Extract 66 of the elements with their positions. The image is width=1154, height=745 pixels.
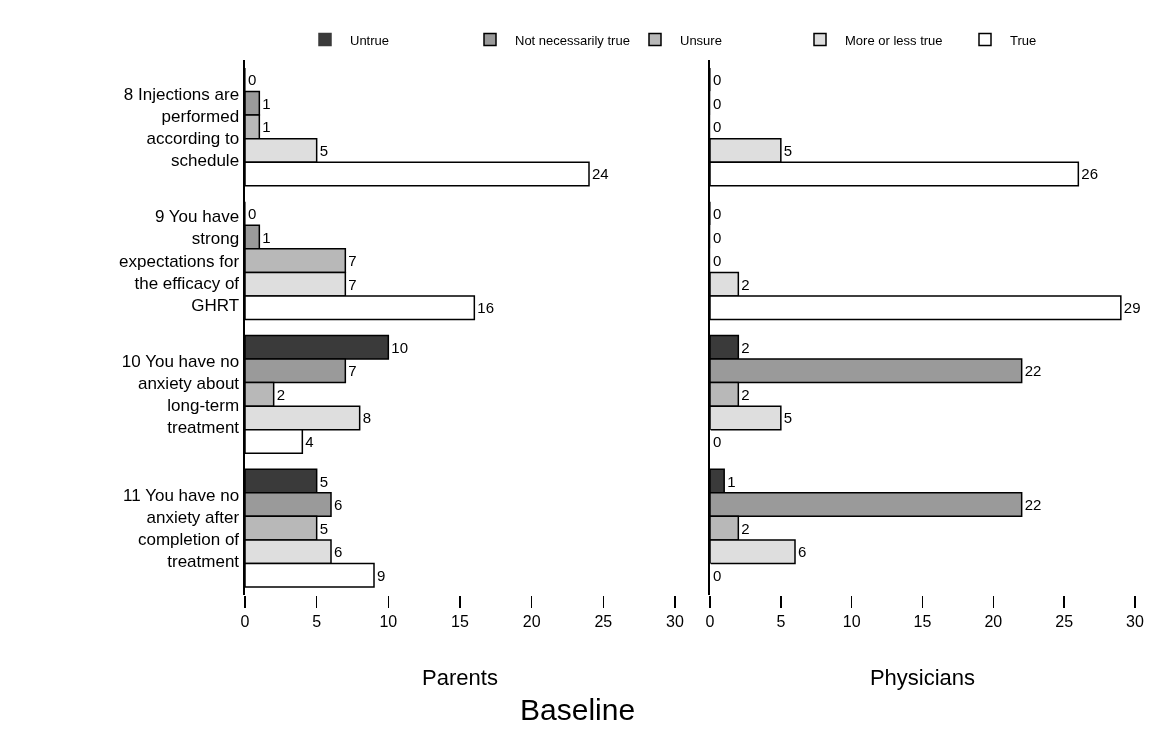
data-label: 5 xyxy=(783,141,793,159)
data-label: 7 xyxy=(348,275,357,293)
legend-label: More or less true xyxy=(845,32,943,48)
data-label: 24 xyxy=(592,165,609,183)
data-label: 10 xyxy=(391,338,409,356)
x-tick-label: 25 xyxy=(1055,613,1074,631)
y-tick-label: 10 You have no anxiety about long-term treatment xyxy=(121,352,240,438)
x-tick-label: 10 xyxy=(379,613,398,631)
x-tick-label: 25 xyxy=(594,613,613,631)
data-label: 5 xyxy=(319,141,329,159)
data-label: 0 xyxy=(248,71,257,89)
data-label: 16 xyxy=(477,299,495,317)
y-tick-label: 8 Injections are performed according to schedule xyxy=(123,84,240,170)
data-label: 2 xyxy=(276,385,286,403)
data-label: 0 xyxy=(713,94,722,112)
data-label: 0 xyxy=(713,71,722,89)
data-label: 7 xyxy=(348,252,357,270)
data-label: 2 xyxy=(741,385,750,403)
data-label: 0 xyxy=(248,205,257,223)
data-label: 5 xyxy=(319,472,329,490)
x-tick-label: 15 xyxy=(451,613,469,631)
data-label: 2 xyxy=(741,519,750,537)
x-tick-label: 20 xyxy=(522,613,541,631)
data-label: 2 xyxy=(741,338,750,356)
x-tick-label: 5 xyxy=(312,613,322,631)
data-label: 6 xyxy=(334,496,343,514)
x-axis-title: Parents xyxy=(422,665,498,691)
data-label: 1 xyxy=(262,94,271,112)
x-tick-label: 5 xyxy=(776,613,786,631)
data-label: 6 xyxy=(334,543,343,561)
data-label: 5 xyxy=(783,409,793,427)
x-tick-label: 15 xyxy=(913,613,932,631)
data-label: 6 xyxy=(798,543,807,561)
x-tick-label: 20 xyxy=(984,613,1003,631)
data-label: 0 xyxy=(713,228,722,246)
data-label: 4 xyxy=(305,432,314,450)
legend-label: Unsure xyxy=(680,32,722,48)
data-label: 1 xyxy=(262,118,271,136)
x-tick-label: 30 xyxy=(666,613,684,631)
legend-label: True xyxy=(1010,32,1037,48)
x-tick-label: 30 xyxy=(1126,613,1144,631)
data-label: 0 xyxy=(713,118,722,136)
data-label: 0 xyxy=(713,566,722,584)
data-label: 8 xyxy=(362,409,372,427)
data-label: 22 xyxy=(1024,496,1042,514)
data-label: 0 xyxy=(713,205,722,223)
legend-label: Untrue xyxy=(350,32,390,48)
data-label: 22 xyxy=(1024,362,1042,380)
data-label: 2 xyxy=(741,275,750,293)
x-tick-label: 10 xyxy=(842,613,861,631)
data-label: 0 xyxy=(713,432,722,450)
x-axis-title: Physicians xyxy=(869,665,976,691)
data-label: 9 xyxy=(377,566,386,584)
data-label: 1 xyxy=(727,472,736,490)
text: Baseline xyxy=(520,693,636,726)
data-label: 7 xyxy=(348,362,357,380)
data-label: 0 xyxy=(713,252,722,270)
y-tick-label: 9 You have strong expectations for the efficacy of GHRT xyxy=(119,207,240,315)
data-label: 29 xyxy=(1123,299,1141,317)
y-tick-label: 11 You have no anxiety after completion of treatment xyxy=(123,485,240,572)
data-label: 1 xyxy=(262,228,271,246)
x-tick-label: 0 xyxy=(240,613,250,631)
data-label: 5 xyxy=(319,519,329,537)
legend-label: Not necessarily true xyxy=(515,32,630,48)
data-label: 26 xyxy=(1081,165,1099,183)
x-tick-label: 0 xyxy=(705,613,715,631)
